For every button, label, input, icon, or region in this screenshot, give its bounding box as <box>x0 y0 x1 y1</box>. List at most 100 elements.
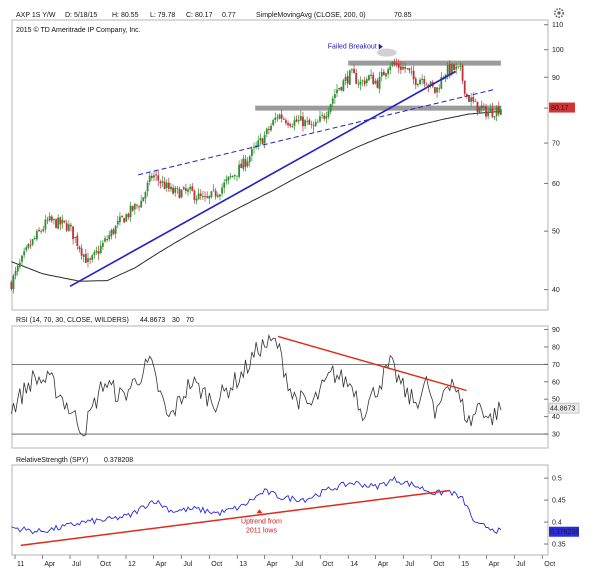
candle-body <box>436 87 438 93</box>
candle-body <box>427 84 430 87</box>
candle-body <box>257 140 260 147</box>
time-tick-label: Jul <box>72 561 81 568</box>
candle-body <box>74 236 77 239</box>
rsi-header: RSI (14, 70, 30, CLOSE, WILDERS) 44.8673… <box>16 317 194 324</box>
candle-body <box>408 68 411 71</box>
candle-body <box>338 87 341 90</box>
candle-body <box>16 265 19 272</box>
candle-body <box>131 205 134 211</box>
candle-body <box>487 111 490 117</box>
candle-body <box>148 175 151 182</box>
candle-body <box>236 175 238 177</box>
rsi-tick-label: 30 <box>552 432 560 439</box>
candle-body <box>129 205 132 218</box>
candle-body <box>461 65 464 81</box>
candle-body <box>89 258 92 260</box>
candle-body <box>227 176 230 181</box>
candle-body <box>476 101 479 113</box>
candle-body <box>106 239 109 241</box>
time-tick-label: Apr <box>378 561 390 568</box>
candle-body <box>380 72 383 77</box>
symbol-label[interactable]: AXP 1S Y/W <box>16 12 56 19</box>
time-tick-label: Oct <box>322 561 333 568</box>
rs-tick-label: 0.5 <box>552 476 562 483</box>
candle-body <box>187 189 189 192</box>
rsi-study-label[interactable]: RSI (14, 70, 30, CLOSE, WILDERS) <box>16 317 129 324</box>
candle-body <box>448 63 451 75</box>
time-tick-label: Jul <box>516 561 525 568</box>
candle-body <box>389 66 392 70</box>
time-tick-label: Oct <box>433 561 444 568</box>
sma-value-readout: 70.85 <box>394 12 412 19</box>
candle-body <box>195 198 198 201</box>
breakout-highlight <box>376 48 397 57</box>
time-tick-label: Apr <box>44 561 56 568</box>
candle-body <box>368 75 370 81</box>
candle-body <box>314 122 317 126</box>
candle-body <box>31 239 34 245</box>
rs-study-label[interactable]: RelativeStrength (SPY) <box>16 457 88 464</box>
candle-body <box>348 70 351 85</box>
candle-body <box>361 80 364 82</box>
price-tick-label: 110 <box>552 22 563 29</box>
candle-body <box>197 193 200 200</box>
close-readout: C: 80.17 <box>186 12 213 19</box>
candle-body <box>397 63 400 68</box>
candle-body <box>53 218 55 220</box>
candle-body <box>451 63 453 74</box>
candle-body <box>376 80 379 88</box>
candle-body <box>321 114 324 116</box>
rsi-line <box>11 334 502 437</box>
candle-body <box>119 216 121 223</box>
candle-body <box>182 187 185 190</box>
candle-body <box>365 79 368 83</box>
candle-body <box>285 120 287 124</box>
candle-body <box>63 220 66 222</box>
candle-body <box>370 74 372 76</box>
time-tick-label: Jul <box>183 561 192 568</box>
sma-line <box>11 110 501 282</box>
candle-body <box>453 64 455 70</box>
candle-body <box>319 116 321 122</box>
candle-body <box>123 218 126 223</box>
candle-body <box>402 66 404 70</box>
last-price-label: 80.17 <box>551 105 569 112</box>
price-axis: 405060708090100110 <box>544 22 564 294</box>
candle-body <box>78 246 81 250</box>
settings-gear-icon[interactable] <box>554 8 564 18</box>
candle-body <box>231 175 234 178</box>
candle-body <box>225 179 228 182</box>
candle-body <box>208 195 211 199</box>
rsi-oversold-level: 30 <box>172 317 180 324</box>
rsi-trendline <box>277 335 467 392</box>
rs-annotation-label: 2011 lows <box>246 527 278 534</box>
candle-body <box>363 80 366 85</box>
candle-body <box>101 242 104 247</box>
price-trendlines <box>69 70 496 288</box>
candle-body <box>142 197 145 202</box>
sma-study-label[interactable]: SimpleMovingAvg (CLOSE, 200, 0) <box>256 12 366 19</box>
support-resistance-zones <box>255 60 501 111</box>
candle-body <box>199 193 202 197</box>
price-panel-frame <box>11 19 549 311</box>
candle-body <box>110 230 113 237</box>
candle-body <box>155 174 157 176</box>
candle-body <box>323 115 326 119</box>
candle-body <box>21 255 23 262</box>
candle-body <box>27 244 30 248</box>
candle-body <box>55 219 57 228</box>
rs-value-readout: 0.378208 <box>104 457 133 464</box>
time-tick-label: Jul <box>294 561 303 568</box>
candle-body <box>184 188 187 191</box>
time-tick-label: Apr <box>489 561 501 568</box>
change-readout: 0.77 <box>222 12 236 19</box>
price-header: AXP 1S Y/W D: 5/18/15 H: 80.55 L: 79.78 … <box>16 12 412 34</box>
candle-body <box>159 181 162 184</box>
candle-body <box>455 66 458 70</box>
candle-body <box>325 116 328 119</box>
price-tick-label: 50 <box>552 229 560 236</box>
date-readout: D: 5/18/15 <box>65 12 97 19</box>
candle-body <box>472 96 475 102</box>
price-tick-label: 90 <box>552 75 560 82</box>
candle-body <box>136 204 138 206</box>
